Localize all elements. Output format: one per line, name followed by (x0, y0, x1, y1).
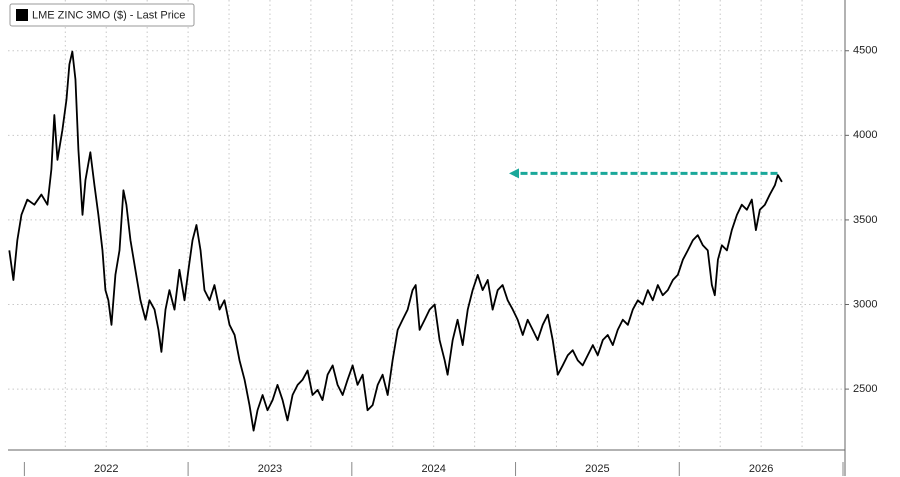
x-tick-label: 2022 (94, 463, 118, 475)
y-tick-label: 4500 (853, 45, 877, 57)
line-series (8, 50, 783, 432)
arrow-head (509, 168, 519, 179)
y-tick-label: 3500 (853, 214, 877, 226)
x-tick-label: 2026 (749, 463, 773, 475)
x-tick-label: 2023 (258, 463, 282, 475)
legend-box (9, 3, 195, 27)
x-tick-label: 2025 (585, 463, 609, 475)
y-tick-label: 4000 (853, 129, 877, 141)
y-tick-label: 3000 (853, 298, 877, 310)
y-tick-label: 2500 (853, 383, 877, 395)
x-tick-label: 2024 (421, 463, 445, 475)
legend-label: LME ZINC 3MO ($) - Last Price (32, 9, 185, 21)
legend-swatch (16, 9, 28, 21)
